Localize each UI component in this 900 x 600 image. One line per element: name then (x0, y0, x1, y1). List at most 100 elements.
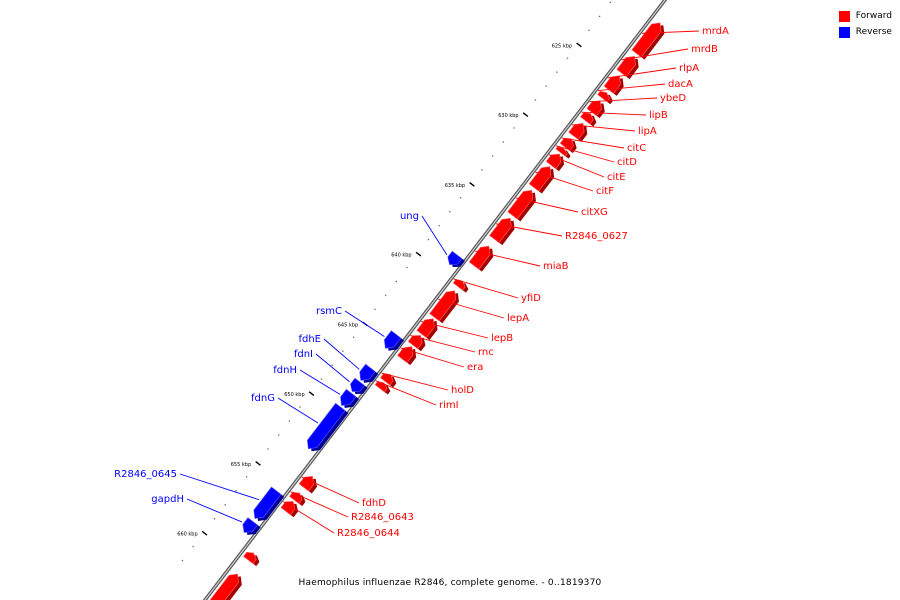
tick-dot (352, 336, 355, 338)
gene-leader-line (179, 473, 260, 501)
gene-leader-line (641, 30, 700, 34)
tick-dot (299, 406, 301, 408)
gene-leader-line (453, 278, 519, 299)
gene-label-citD: citD (617, 157, 637, 168)
gene-label-gapdH: gapdH (151, 494, 184, 505)
tick-dot (566, 57, 569, 59)
gene-R2846_0627 (489, 217, 515, 246)
gene-label-citXG: citXG (581, 207, 608, 218)
gene-leader-line (598, 83, 666, 91)
gene-label-rsmC: rsmC (316, 306, 342, 317)
gene-label-R2846_0645: R2846_0645 (114, 469, 177, 480)
gene-arrow (616, 55, 636, 78)
gene-leader-line (581, 111, 647, 116)
tick-mark (201, 530, 208, 536)
gene-leader-line (277, 397, 319, 424)
tick-dot (459, 197, 462, 199)
legend-reverse: Reverse (838, 24, 892, 40)
gene-arrow (468, 245, 491, 270)
gene-arrow (507, 189, 534, 220)
gene-leader-line (400, 347, 465, 368)
gene-arrow (580, 112, 594, 125)
gene-label-R2846_0644: R2846_0644 (337, 528, 400, 539)
gene-arrow (384, 330, 402, 349)
gene-leader-line (186, 498, 243, 523)
tick-label: 650 kbp (284, 392, 304, 398)
tick-dot (598, 15, 601, 18)
gene-leader-line (344, 310, 385, 337)
gene-label-ybeD: ybeD (660, 93, 686, 104)
gene-label-rnc: rnc (478, 347, 494, 358)
tick-label: 655 kbp (231, 462, 251, 468)
gene-label-mrdA: mrdA (702, 26, 729, 37)
tick-dot (213, 518, 216, 520)
tick-label: 645 kbp (338, 322, 358, 328)
tick-label: 635 kbp (445, 183, 465, 189)
gene-lepA (429, 290, 459, 324)
tick-dot (331, 364, 333, 366)
tick-dot (278, 434, 280, 436)
tick-label: 640 kbp (391, 253, 411, 259)
tick-mark (255, 461, 261, 466)
gene-label-miaB: miaB (543, 261, 569, 272)
gene-label-fdhD: fdhD (362, 498, 386, 509)
tick-dot (192, 545, 194, 548)
gene-label-lipB: lipB (649, 110, 668, 121)
gene-leader-line (515, 197, 579, 213)
tick-dot (556, 71, 558, 73)
gene-arrow (568, 122, 585, 140)
tick-mark (415, 251, 422, 257)
reverse-swatch (838, 26, 850, 38)
gene-label-fdnG: fdnG (251, 393, 275, 404)
gene-arrow (528, 166, 552, 192)
gene-leader-line (474, 250, 541, 267)
tick-dot (245, 476, 248, 478)
gene-label-fdhE: fdhE (298, 334, 321, 345)
gene-rnc (407, 335, 426, 352)
gene-citF (528, 166, 555, 194)
gene-arrow (631, 22, 662, 58)
tick-dot (545, 85, 547, 87)
gene-leader-line (290, 491, 349, 518)
gene-label-rlpA: rlpA (679, 63, 699, 74)
gene-lipB (580, 112, 597, 127)
gene-label-rimI: rimI (439, 400, 459, 411)
gene-label-fdnH: fdnH (273, 365, 297, 376)
tick-dot (224, 504, 226, 506)
gene-label-yfiD: yfiD (521, 293, 541, 304)
gene-arrow (350, 377, 365, 392)
gene-ybeD (586, 100, 605, 119)
gene-gapdH (242, 517, 261, 535)
gene-arrow (253, 486, 282, 519)
tick-mark (469, 181, 475, 187)
gene-leader-line (421, 215, 448, 256)
gene-fdnH (340, 388, 360, 408)
gene-fdhD (298, 475, 317, 494)
tick-dot (534, 99, 537, 101)
gene-leader-line (420, 321, 489, 339)
gene-leader-line (282, 501, 335, 534)
gene-leader-line (301, 476, 360, 504)
tick-dot (374, 308, 376, 311)
tick-dot (267, 448, 269, 450)
gene-R2846_0644 (280, 501, 299, 518)
gene-label-era: era (467, 362, 483, 373)
genome-backbone-highlight (204, 0, 666, 600)
gene-arrow (597, 90, 611, 103)
tick-mark (308, 391, 315, 397)
gene-arrow (298, 475, 315, 492)
gene-leader-line (323, 338, 360, 370)
gene-label-mrdB: mrdB (691, 44, 718, 55)
tick-dot (181, 559, 184, 562)
legend-forward-label: Forward (855, 11, 892, 21)
tick-dot (427, 238, 430, 241)
tick-label: 660 kbp (177, 532, 197, 538)
gene-leader-line (561, 137, 625, 149)
tick-dot (438, 225, 440, 227)
gene-unnamed (243, 551, 260, 567)
gene-leader-line (381, 372, 449, 391)
tick-dot (385, 294, 387, 297)
gene-holD (379, 373, 397, 388)
tick-dot (513, 127, 515, 129)
